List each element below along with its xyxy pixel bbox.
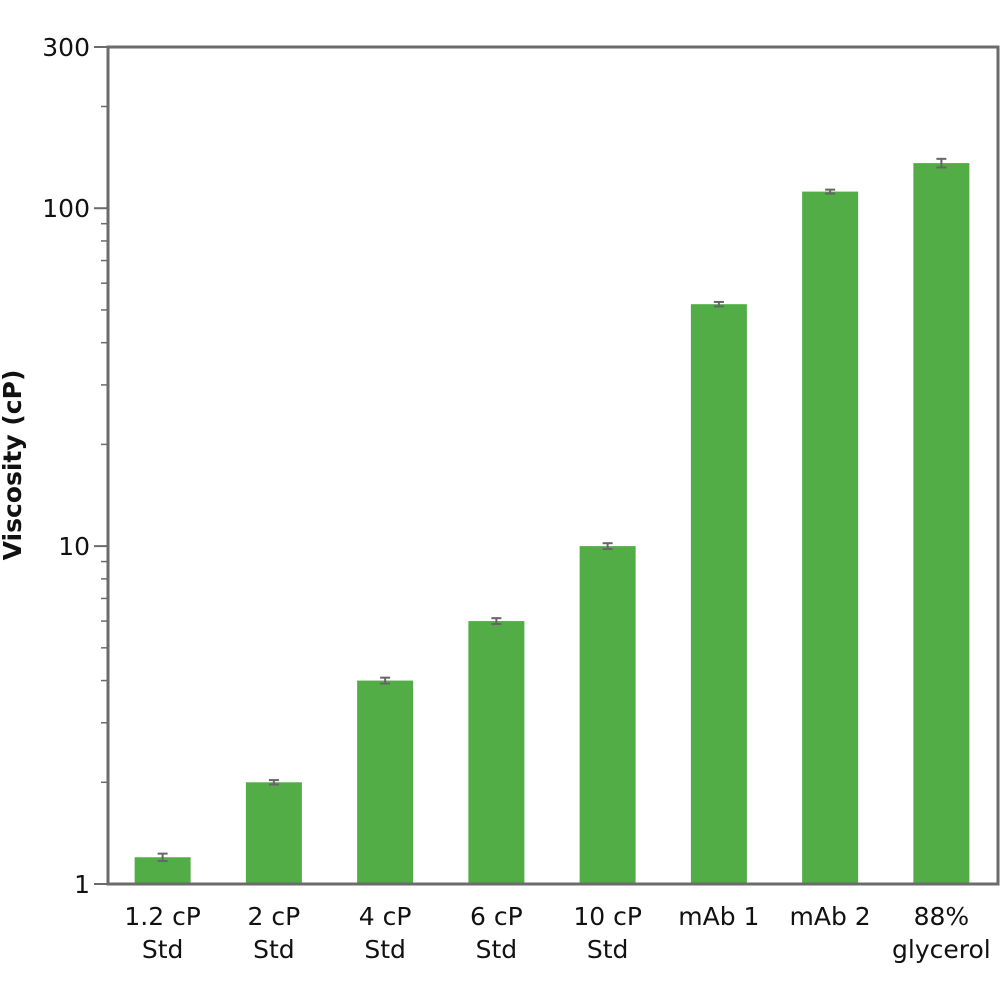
x-tick-label-3-line-0: 6 cP xyxy=(470,902,523,931)
x-tick-label-5: mAb 1 xyxy=(678,902,759,931)
x-tick-label-4-line-0: 10 cP xyxy=(573,902,642,931)
bar-3 xyxy=(468,621,525,884)
x-tick-label-2-line-0: 4 cP xyxy=(359,902,412,931)
bar-7 xyxy=(913,163,970,885)
bar-5 xyxy=(690,304,747,884)
y-axis-title: Viscosity (cP) xyxy=(0,370,27,561)
y-tick-label-3: 300 xyxy=(42,33,90,62)
error-bar-2 xyxy=(380,676,391,685)
x-tick-label-3: 6 cP Std xyxy=(470,902,523,964)
x-tick-label-1-line-1: Std xyxy=(253,935,295,964)
bar-4 xyxy=(579,546,636,884)
error-bar-4 xyxy=(602,542,613,551)
error-bar-3 xyxy=(491,617,502,626)
x-tick-label-1: 2 cP Std xyxy=(248,902,301,964)
error-bar-6 xyxy=(825,188,836,195)
x-tick-label-2-line-1: Std xyxy=(364,935,406,964)
error-bars-layer xyxy=(157,157,947,862)
x-tick-label-6: mAb 2 xyxy=(790,902,871,931)
error-bar-1 xyxy=(268,779,279,786)
error-bar-7 xyxy=(936,157,947,169)
bar-6 xyxy=(802,191,859,885)
bars-layer xyxy=(134,163,970,885)
x-tick-label-7-line-1: glycerol xyxy=(892,935,991,964)
x-tick-label-4-line-1: Std xyxy=(587,935,629,964)
plot-frame xyxy=(106,45,1000,886)
y-tick-label-0: 1 xyxy=(74,870,90,899)
error-bar-5 xyxy=(713,300,724,308)
bar-1 xyxy=(245,782,302,884)
error-bar-0 xyxy=(157,852,168,862)
x-tick-label-5-line-0: mAb 1 xyxy=(678,902,759,931)
x-tick-label-1-line-0: 2 cP xyxy=(248,902,301,931)
y-tick-label-2: 100 xyxy=(42,194,90,223)
y-tick-label-1: 10 xyxy=(58,532,90,561)
x-tick-label-6-line-0: mAb 2 xyxy=(790,902,871,931)
bar-2 xyxy=(357,680,414,884)
x-tick-label-7-line-0: 88% xyxy=(914,902,970,931)
x-tick-label-2: 4 cP Std xyxy=(359,902,412,964)
x-tick-label-0-line-0: 1.2 cP xyxy=(124,902,201,931)
x-tick-label-0: 1.2 cP Std xyxy=(124,902,201,964)
x-tick-label-3-line-1: Std xyxy=(476,935,518,964)
x-tick-label-4: 10 cP Std xyxy=(573,902,642,964)
axes-layer xyxy=(94,45,1000,886)
x-tick-label-0-line-1: Std xyxy=(142,935,184,964)
x-tick-label-7: 88% glycerol xyxy=(892,902,991,964)
